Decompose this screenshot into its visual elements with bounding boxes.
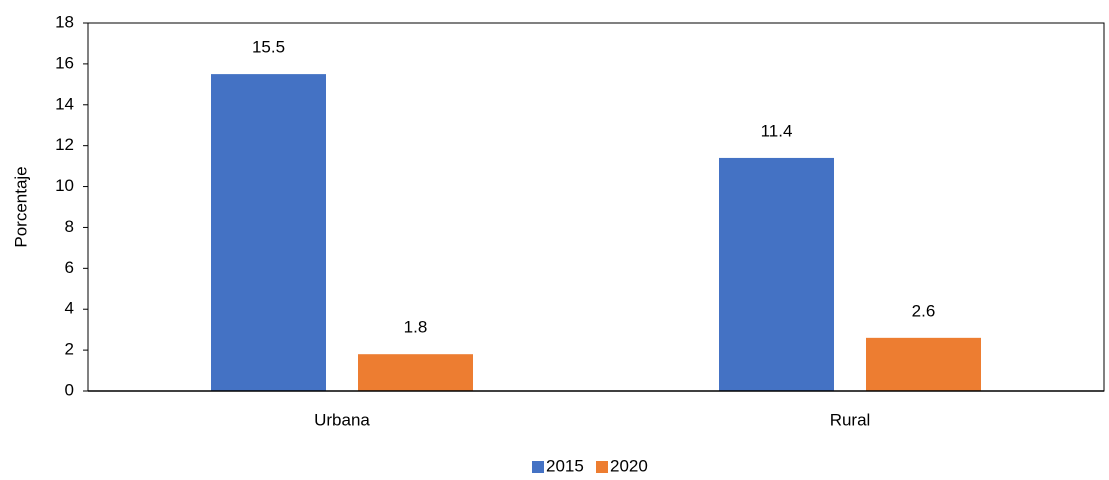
data-label: 2.6 bbox=[912, 301, 936, 320]
y-tick-label: 6 bbox=[65, 258, 74, 277]
bar bbox=[358, 354, 473, 391]
legend-swatch bbox=[596, 461, 608, 473]
legend-swatch bbox=[532, 461, 544, 473]
legend-label: 2020 bbox=[610, 456, 648, 475]
data-label: 11.4 bbox=[761, 121, 793, 140]
data-label: 15.5 bbox=[252, 38, 285, 57]
data-label: 1.8 bbox=[404, 318, 428, 337]
y-tick-label: 14 bbox=[55, 94, 74, 113]
bar bbox=[211, 74, 326, 391]
legend-label: 2015 bbox=[546, 456, 584, 475]
y-tick-label: 2 bbox=[65, 340, 74, 359]
y-tick-label: 10 bbox=[55, 176, 74, 195]
bar bbox=[866, 337, 981, 391]
x-tick-label: Urbana bbox=[314, 410, 370, 429]
y-tick-label: 12 bbox=[55, 135, 74, 154]
y-tick-label: 8 bbox=[65, 217, 74, 236]
y-axis-label: Porcentaje bbox=[11, 166, 30, 247]
y-tick-label: 0 bbox=[65, 380, 74, 399]
x-tick-label: Rural bbox=[830, 410, 871, 429]
bar bbox=[719, 157, 834, 391]
y-tick-label: 4 bbox=[65, 299, 74, 318]
y-tick-label: 16 bbox=[55, 53, 74, 72]
y-tick-label: 18 bbox=[55, 12, 74, 31]
